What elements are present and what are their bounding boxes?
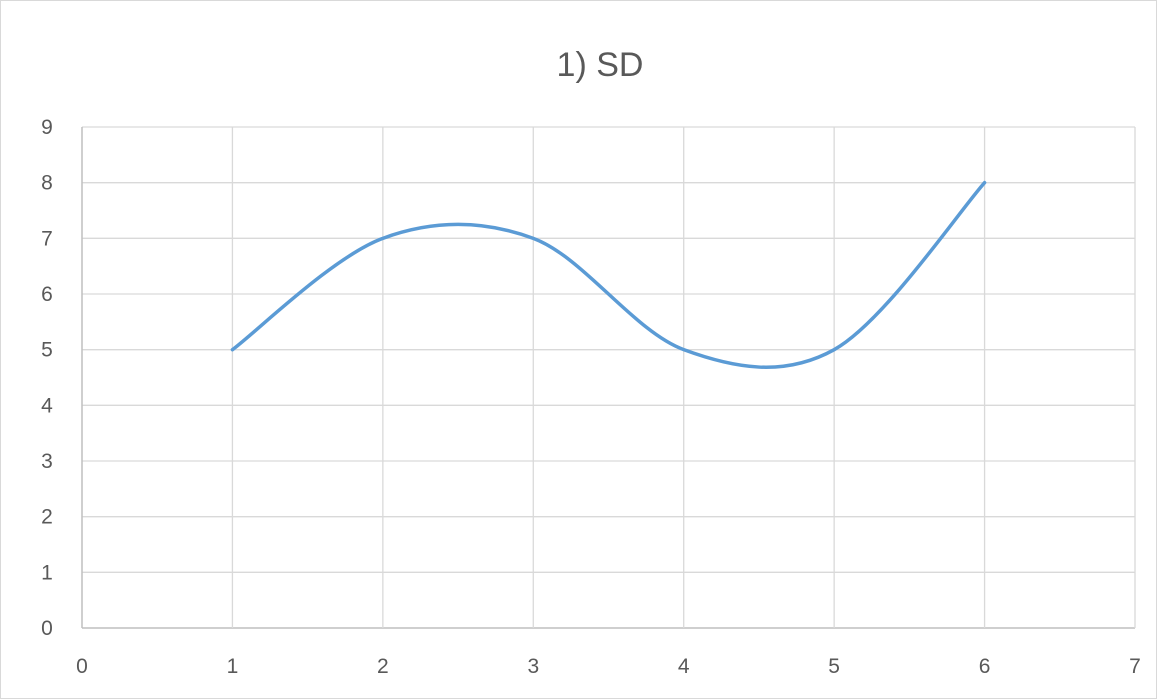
x-tick-label: 7 — [1129, 655, 1141, 678]
y-tick-label: 6 — [41, 283, 53, 306]
y-tick-label: 3 — [41, 450, 53, 473]
y-tick-label: 9 — [41, 116, 53, 139]
grid-layer — [81, 126, 1136, 629]
y-tick-label: 2 — [41, 506, 53, 529]
x-tick-label: 3 — [527, 655, 539, 678]
y-tick-label: 7 — [41, 227, 53, 250]
y-tick-label: 5 — [41, 339, 53, 362]
x-tick-label: 2 — [377, 655, 389, 678]
x-tick-label: 6 — [979, 655, 991, 678]
x-tick-label: 0 — [76, 655, 88, 678]
y-tick-label: 1 — [41, 561, 53, 584]
chart-title: 1) SD — [557, 46, 644, 84]
y-tick-label: 0 — [41, 617, 53, 640]
y-tick-label: 4 — [41, 394, 53, 417]
x-tick-label: 1 — [227, 655, 239, 678]
x-tick-label: 4 — [678, 655, 690, 678]
x-tick-label: 5 — [828, 655, 840, 678]
y-tick-label: 8 — [41, 172, 53, 195]
series-layer — [230, 180, 987, 369]
series-line — [230, 180, 987, 369]
tick-label-layer: 0 1 2 3 4 5 6 7 8 9 0 1 2 3 4 5 6 7 — [41, 116, 1141, 678]
